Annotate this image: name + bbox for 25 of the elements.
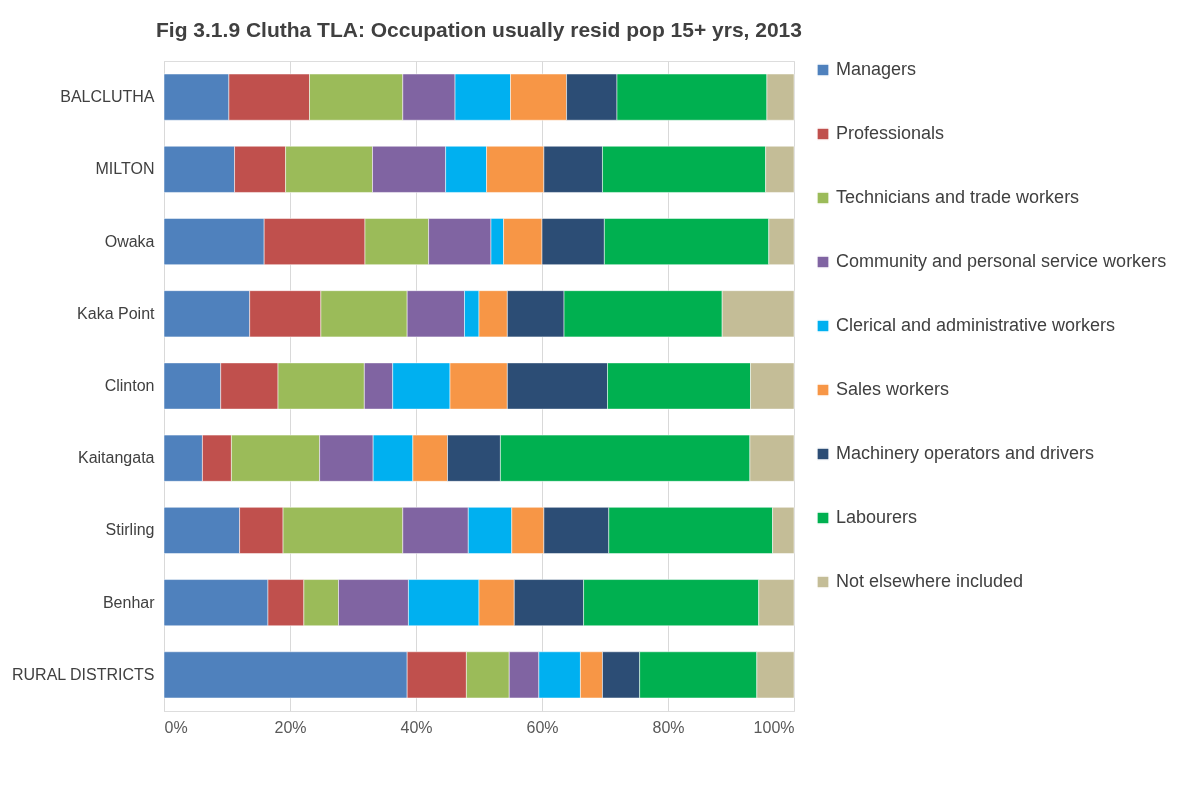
legend-label: Community and personal service workers <box>836 251 1167 271</box>
y-tick-label: Kaitangata <box>77 449 155 467</box>
x-tick-label: 0% <box>164 718 188 736</box>
y-tick-label: Benhar <box>102 593 156 611</box>
y-tick-label: Clinton <box>104 377 155 394</box>
y-tick-label: BALCLUTHA <box>60 88 155 106</box>
y-tick-label: RURAL DISTRICTS <box>11 665 155 683</box>
y-tick-label: Owaka <box>104 232 155 250</box>
chart-title: Fig 3.1.9 Clutha TLA: Occupation usually resid pop 15+ yrs, 2013 <box>156 18 802 41</box>
legend-label: Sales workers <box>836 379 950 399</box>
legend-label: Technicians and trade workers <box>836 187 1080 207</box>
x-tick-label: 60% <box>526 718 559 736</box>
x-tick-label: 40% <box>400 718 433 736</box>
y-tick-label: Stirling <box>105 521 155 539</box>
x-tick-label: 20% <box>274 718 307 736</box>
legend-label: Machinery operators and drivers <box>836 443 1095 463</box>
legend-label: Clerical and administrative workers <box>836 315 1116 335</box>
legend-label: Managers <box>836 59 917 79</box>
legend-label: Labourers <box>836 507 918 527</box>
x-tick-label: 100% <box>753 718 795 736</box>
y-tick-label: Kaka Point <box>77 304 156 322</box>
x-tick-label: 80% <box>652 718 685 736</box>
y-tick-label: MILTON <box>95 160 155 178</box>
legend-label: Not elsewhere included <box>836 571 1024 591</box>
legend-label: Professionals <box>836 123 945 143</box>
